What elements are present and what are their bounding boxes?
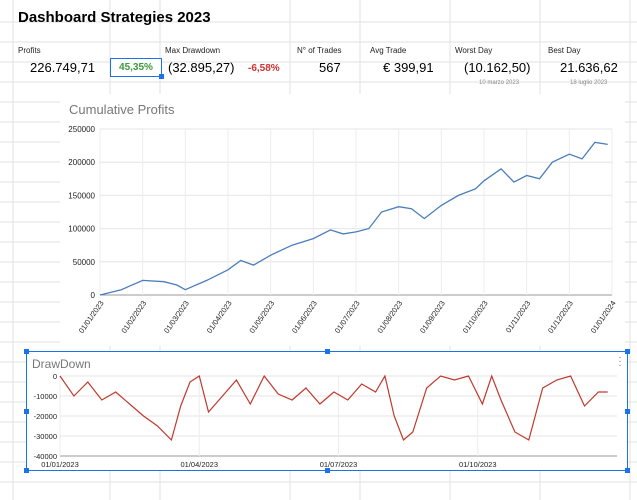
cumulative-profits-chart[interactable]: Cumulative Profits 250000 200000 150000 100…: [60, 94, 625, 346]
y-tick-label: 200000: [68, 158, 95, 167]
x-tick-label: 01/11/2023: [504, 299, 533, 334]
best-day-date: 18 luglio 2023: [570, 80, 608, 86]
maxdd-pct[interactable]: -6,58%: [248, 63, 280, 74]
chart-title: DrawDown: [32, 357, 91, 371]
x-tick-label: 01/08/2023: [375, 299, 404, 335]
drawdown-svg: DrawDown 0 -10000 -20000 -30000 -4000001/01/…: [32, 357, 617, 469]
x-tick-label: 01/04/2023: [180, 460, 218, 469]
best-day-label: Best Day: [548, 46, 581, 55]
best-day-value[interactable]: 21.636,62: [560, 60, 618, 75]
worst-day-label: Worst Day: [455, 46, 493, 55]
resize-handle-bl[interactable]: [24, 468, 29, 473]
resize-handle-right[interactable]: [625, 409, 630, 414]
x-tick-label: 01/10/2023: [459, 460, 497, 469]
x-tick-label: 01/12/2023: [546, 299, 575, 335]
x-tick-label: 01/01/2024: [589, 299, 618, 335]
x-tick-label: 01/05/2023: [247, 299, 276, 335]
y-tick-label: 250000: [68, 125, 95, 134]
selected-cell-profit-pct[interactable]: 45,35%: [110, 58, 164, 79]
profits-pct: 45,35%: [119, 62, 153, 73]
y-tick-label: 100000: [68, 225, 95, 234]
resize-handle-left[interactable]: [24, 409, 29, 414]
x-tick-label: 01/06/2023: [290, 299, 319, 335]
x-tick-label: 01/01/2023: [77, 299, 106, 335]
resize-handle-bottom[interactable]: [325, 468, 330, 473]
y-tick-label: 0: [91, 291, 96, 300]
y-tick-label: -20000: [34, 412, 57, 421]
x-tick-label: 01/02/2023: [119, 299, 148, 335]
profit-series-line: [99, 141, 608, 296]
worst-day-date: 10 marzo 2023: [479, 80, 520, 86]
y-tick-label: -40000: [34, 452, 57, 461]
x-tick-label: 01/04/2023: [205, 299, 234, 335]
trades-value[interactable]: 567: [319, 60, 341, 75]
trades-label: N° of Trades: [297, 46, 342, 55]
maxdd-value[interactable]: (32.895,27): [168, 60, 235, 75]
resize-handle-top[interactable]: [325, 349, 330, 354]
resize-handle-br[interactable]: [625, 468, 630, 473]
y-tick-label: 0: [53, 372, 57, 381]
y-tick-label: 50000: [73, 258, 96, 267]
x-tick-label: 01/10/2023: [461, 299, 490, 335]
x-tick-label: 01/07/2023: [333, 299, 362, 335]
fill-handle[interactable]: [159, 74, 164, 79]
x-tick-label: 01/09/2023: [418, 299, 447, 335]
worst-day-value[interactable]: (10.162,50): [464, 60, 531, 75]
maxdd-label: Max Drawdown: [165, 46, 221, 55]
x-tick-label: 01/03/2023: [162, 299, 191, 335]
resize-handle-tr[interactable]: [625, 349, 630, 354]
y-tick-label: 150000: [68, 191, 95, 200]
x-tick-label: 01/01/2023: [41, 460, 79, 469]
y-tick-label: -30000: [34, 432, 57, 441]
dashboard-title: Dashboard Strategies 2023: [18, 9, 211, 26]
y-tick-label: -10000: [34, 392, 57, 401]
avg-trade-value[interactable]: € 399,91: [383, 60, 434, 75]
drawdown-series-line: [59, 374, 608, 442]
drawdown-chart[interactable]: DrawDown 0 -10000 -20000 -30000 -40000 01/01/…: [24, 349, 630, 473]
avg-trade-label: Avg Trade: [370, 46, 407, 55]
resize-handle-tl[interactable]: [24, 349, 29, 354]
chart-title: Cumulative Profits: [69, 102, 175, 117]
profits-value[interactable]: 226.749,71: [30, 60, 96, 75]
x-tick-label: 01/07/2023: [320, 460, 358, 469]
cumulative-profits-svg: Cumulative Profits 250000 200000 150000 100…: [68, 102, 618, 335]
chart-menu-icon[interactable]: · · ·: [618, 352, 622, 371]
profits-label: Profits: [18, 46, 41, 55]
